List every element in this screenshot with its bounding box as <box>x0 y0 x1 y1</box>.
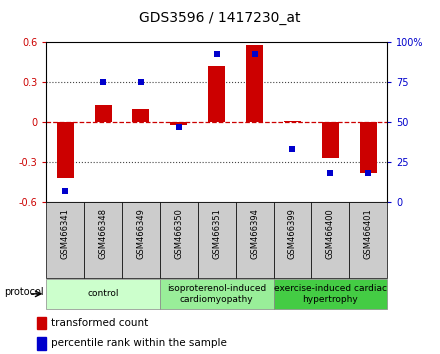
Bar <box>236 202 274 278</box>
Text: GSM466401: GSM466401 <box>364 208 373 259</box>
Bar <box>132 109 150 122</box>
Text: protocol: protocol <box>4 287 44 297</box>
Text: GSM466350: GSM466350 <box>174 208 183 259</box>
Point <box>62 188 69 193</box>
Point <box>289 147 296 152</box>
Bar <box>122 202 160 278</box>
Text: GSM466348: GSM466348 <box>99 208 107 259</box>
Point <box>137 80 144 85</box>
Bar <box>274 202 312 278</box>
Text: GSM466394: GSM466394 <box>250 208 259 259</box>
Text: GSM466341: GSM466341 <box>61 208 70 259</box>
Text: GSM466400: GSM466400 <box>326 208 335 259</box>
Bar <box>284 121 301 122</box>
Bar <box>37 316 46 329</box>
Bar <box>37 337 46 350</box>
Bar <box>46 202 84 278</box>
Bar <box>57 122 73 178</box>
Bar <box>349 202 387 278</box>
Bar <box>360 122 377 172</box>
Text: exercise-induced cardiac
hypertrophy: exercise-induced cardiac hypertrophy <box>274 284 387 303</box>
Point <box>99 80 106 85</box>
Text: percentile rank within the sample: percentile rank within the sample <box>51 338 227 348</box>
Bar <box>312 202 349 278</box>
Bar <box>198 202 236 278</box>
Bar <box>274 279 387 309</box>
Text: GSM466349: GSM466349 <box>136 208 146 259</box>
Text: control: control <box>87 289 119 298</box>
Text: GDS3596 / 1417230_at: GDS3596 / 1417230_at <box>139 11 301 25</box>
Point <box>365 170 372 176</box>
Text: transformed count: transformed count <box>51 318 149 328</box>
Bar <box>170 122 187 125</box>
Point <box>327 170 334 176</box>
Bar <box>160 202 198 278</box>
Bar <box>322 122 339 158</box>
Text: GSM466351: GSM466351 <box>212 208 221 259</box>
Point <box>213 51 220 56</box>
Point <box>175 124 182 130</box>
Text: GSM466399: GSM466399 <box>288 208 297 259</box>
Bar <box>95 105 112 122</box>
Point <box>251 51 258 56</box>
Bar <box>246 45 263 122</box>
Bar <box>208 67 225 122</box>
Bar <box>84 202 122 278</box>
Bar <box>160 279 274 309</box>
Bar <box>46 279 160 309</box>
Text: isoproterenol-induced
cardiomyopathy: isoproterenol-induced cardiomyopathy <box>167 284 266 303</box>
